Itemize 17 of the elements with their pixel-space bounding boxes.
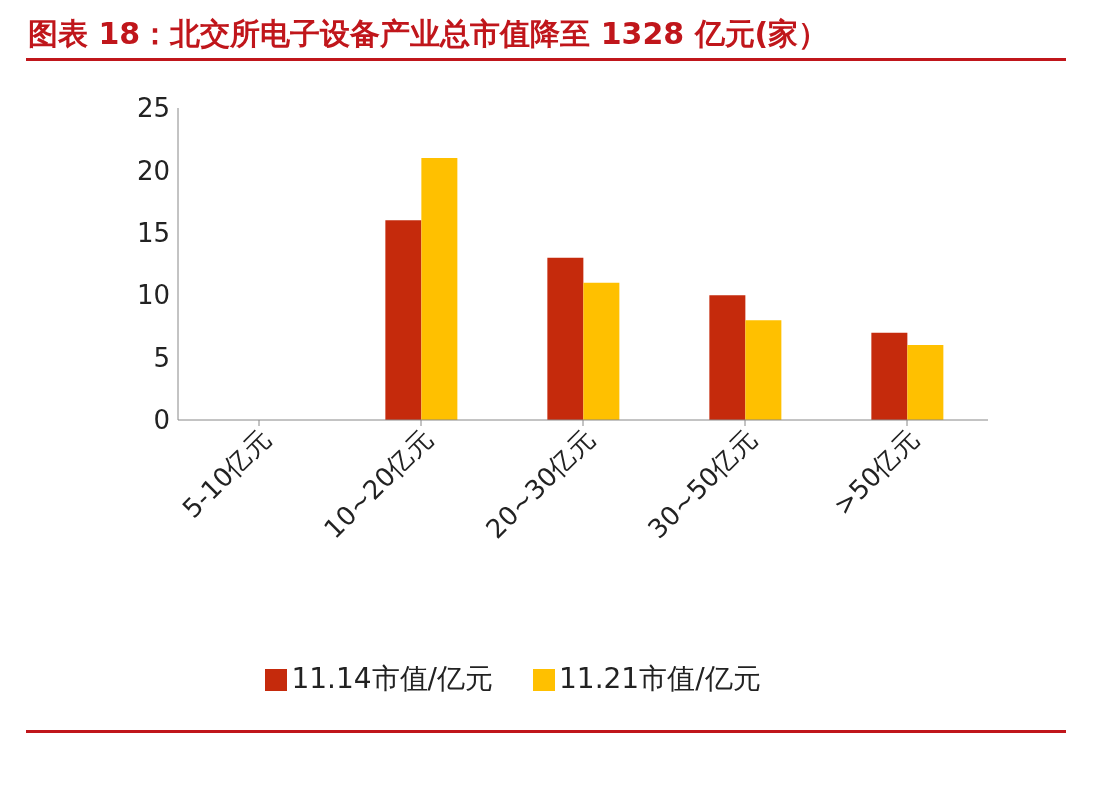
bar (871, 332, 908, 420)
bar (745, 320, 782, 420)
bar (547, 257, 584, 420)
y-tick-label: 25 (136, 93, 170, 124)
y-tick-label: 0 (153, 405, 170, 436)
y-tick-label: 15 (136, 218, 170, 249)
chart-title: 图表 18：北交所电子设备产业总市值降至 1328 亿元(家） (28, 15, 829, 53)
bar (709, 295, 746, 420)
y-tick-label: 10 (136, 280, 170, 311)
legend-label: 11.14市值/亿元 (291, 662, 493, 695)
bar (421, 157, 458, 420)
legend-label: 11.21市值/亿元 (559, 662, 761, 695)
bar (907, 345, 944, 420)
y-tick-label: 5 (153, 342, 170, 373)
bar (385, 220, 422, 420)
y-tick-label: 20 (136, 155, 170, 186)
bar (583, 282, 620, 420)
